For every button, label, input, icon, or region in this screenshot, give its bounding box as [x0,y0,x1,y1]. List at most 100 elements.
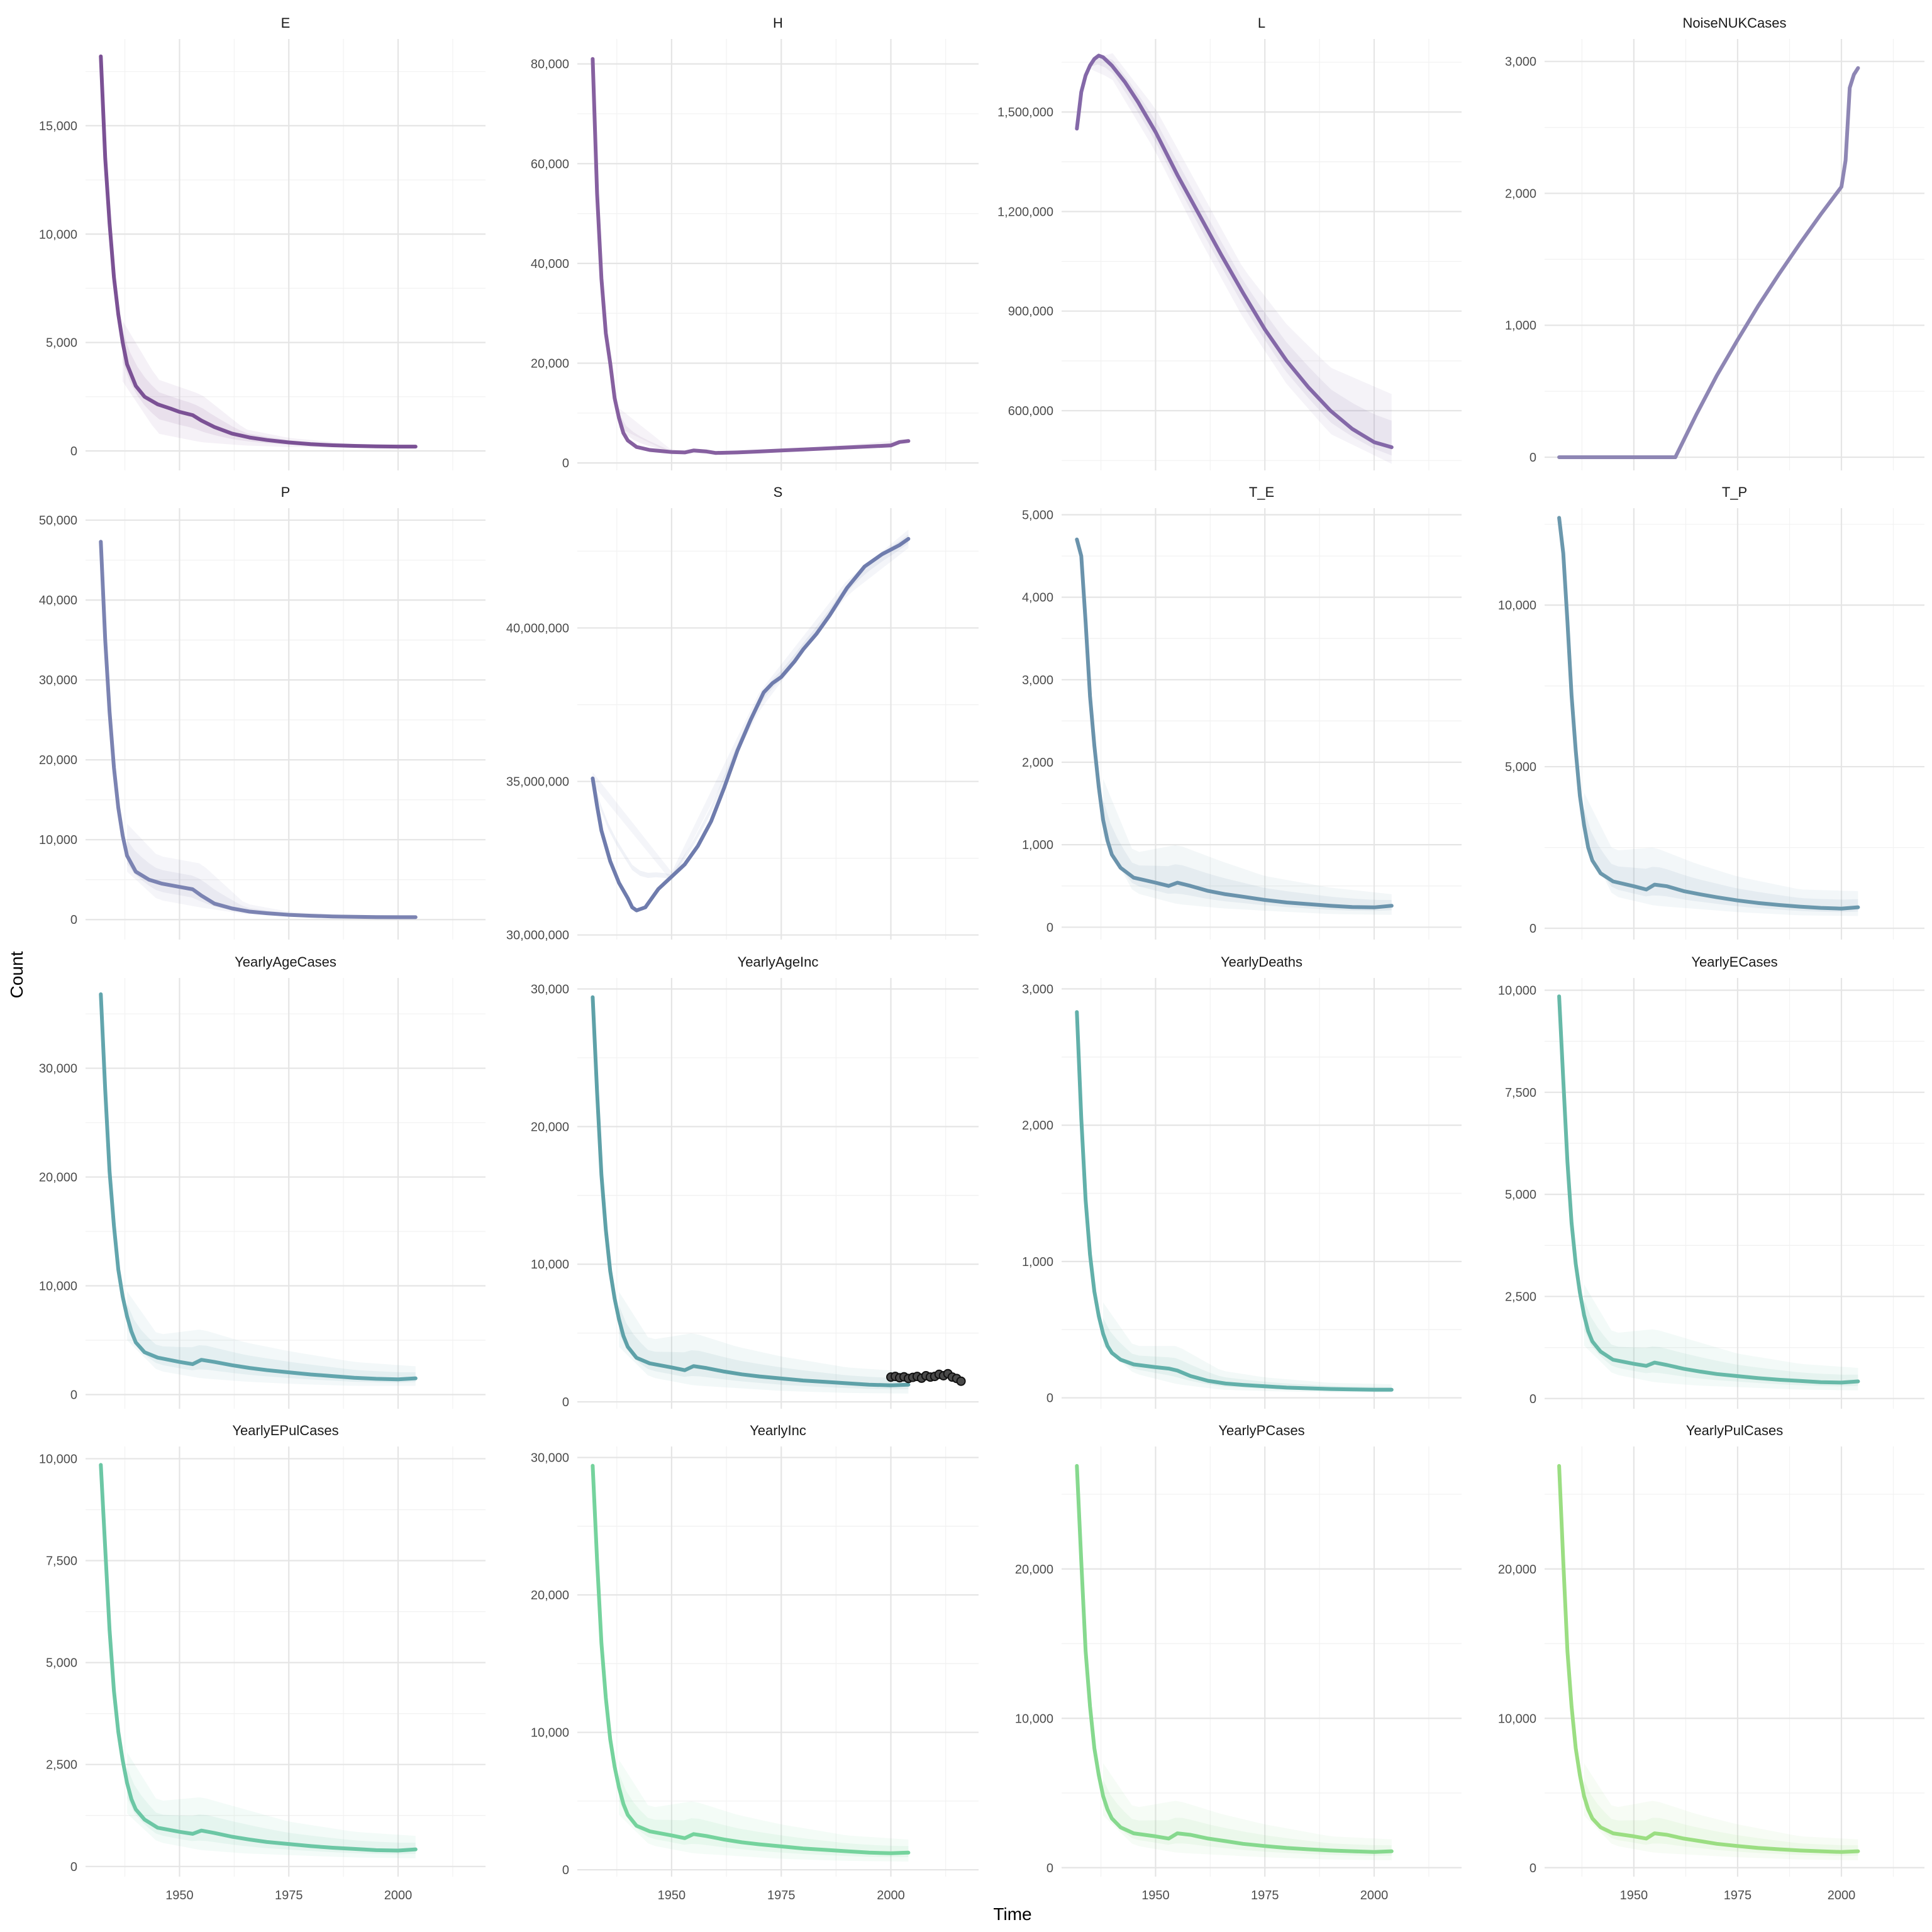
x-tick-label: 1975 [275,1889,303,1902]
uncertainty-band-outer [1103,779,1392,915]
series-line [591,1463,911,1855]
y-tick-label: 80,000 [531,58,569,72]
series-line [591,536,911,913]
series-line [1557,1463,1860,1854]
series-line [1075,1463,1394,1854]
x-tick-label: 2000 [1828,1889,1856,1902]
y-tick-label: 1,000 [1505,319,1536,333]
series-line [99,1463,418,1853]
facet-title: E [281,15,291,31]
y-axis-title: Count [7,951,26,998]
y-tick-label: 5,000 [46,1657,77,1670]
facet-panels: 0 5,000 10,000 15,000 E 0 20,000 40,000 60,000 80… [39,15,1924,1902]
y-tick-label: 30,000 [39,1062,77,1076]
x-tick-label: 2000 [384,1889,413,1902]
y-tick-label: 10,000 [1015,1712,1053,1726]
y-tick-label: 5,000 [1022,508,1053,522]
facet-panel-yearlyinc: 0 10,000 20,000 30,000 1950 1975 2000 YearlyInc [531,1423,979,1902]
facet-panel-h: 0 20,000 40,000 60,000 80,000 H [531,15,979,470]
facet-panel-noisenukcases: 0 1,000 2,000 3,000 NoiseNUKCases [1505,15,1924,470]
facet-panel-e: 0 5,000 10,000 15,000 E [39,15,486,470]
y-tick-label: 10,000 [531,1258,569,1272]
y-tick-label: 10,000 [1498,1712,1536,1726]
y-tick-label: 20,000 [39,753,77,767]
series-line [99,54,418,449]
facet-title: YearlyPCases [1218,1423,1304,1438]
series-line [591,995,911,1387]
x-axis-title: Time [993,1904,1031,1924]
facet-title: NoiseNUKCases [1682,15,1786,31]
x-tick-label: 2000 [877,1889,905,1902]
facet-title: H [773,15,783,31]
uncertainty-band-inner [127,840,416,918]
facet-panel-t-p: 0 5,000 10,000 T_P [1498,484,1924,940]
uncertainty-band-outer [1090,53,1392,464]
uncertainty-band-inner [1584,1779,1858,1857]
y-tick-label: 7,500 [1505,1086,1536,1100]
y-tick-label: 10,000 [39,1452,77,1466]
facet-panel-t-e: 0 1,000 2,000 3,000 4,000 5,000 T_E [1022,484,1462,940]
x-tick-label: 1950 [658,1889,686,1902]
facet-title: YearlyAgeCases [235,954,336,970]
y-tick-label: 0 [70,913,77,927]
uncertainty-band-inner [592,534,909,879]
y-tick-label: 40,000,000 [506,621,569,635]
uncertainty-band-inner [1090,57,1392,456]
y-tick-label: 10,000 [1498,984,1536,997]
y-tick-label: 1,200,000 [997,205,1053,219]
y-tick-label: 0 [1530,1392,1536,1406]
y-tick-label: 3,000 [1505,55,1536,69]
data-point [956,1376,966,1386]
y-tick-label: 0 [70,1389,77,1402]
series-line [591,57,911,455]
series-line [99,992,418,1382]
y-tick-label: 20,000 [39,1171,77,1185]
series-line [1557,66,1860,459]
uncertainty-band-outer [1103,1302,1392,1393]
y-tick-label: 10,000 [1498,599,1536,613]
facet-panel-l: 600,000 900,000 1,200,000 1,500,000 L [997,15,1462,470]
facet-panel-yearlyageinc: 0 10,000 20,000 30,000 YearlyAgeInc [531,954,979,1409]
y-tick-label: 2,500 [1505,1290,1536,1304]
facet-panel-p: 0 10,000 20,000 30,000 40,000 50,000 P [39,484,486,940]
y-tick-label: 1,000 [1022,838,1053,852]
y-tick-label: 1,000 [1022,1255,1053,1269]
y-tick-label: 50,000 [39,514,77,528]
y-tick-label: 10,000 [39,1280,77,1294]
y-tick-label: 5,000 [1505,1188,1536,1202]
x-tick-label: 1975 [1724,1889,1752,1902]
y-tick-label: 0 [70,1860,77,1874]
x-tick-label: 1950 [165,1889,194,1902]
y-tick-label: 30,000 [531,1451,569,1465]
y-tick-label: 0 [562,1863,569,1877]
y-tick-label: 7,500 [46,1555,77,1568]
series-line [99,540,418,919]
y-tick-label: 40,000 [39,594,77,608]
facet-title: T_P [1722,484,1747,500]
y-tick-label: 900,000 [1008,305,1053,319]
facet-panel-yearlyepulcases: 0 2,500 5,000 7,500 10,000 1950 1975 2000 Yearly… [39,1423,486,1902]
uncertainty-band-inner [1103,1318,1392,1392]
y-tick-label: 30,000 [39,674,77,687]
x-tick-label: 2000 [1360,1889,1389,1902]
facet-title: S [774,484,783,500]
y-tick-label: 10,000 [531,1726,569,1740]
facet-title: YearlyAgeInc [738,954,819,970]
y-tick-label: 0 [1046,921,1053,935]
facet-panel-yearlyagecases: 0 10,000 20,000 30,000 YearlyAgeCases [39,954,486,1409]
y-tick-label: 15,000 [39,119,77,133]
series-line [1075,53,1394,450]
y-tick-label: 0 [1046,1862,1053,1875]
facet-title: YearlyDeaths [1221,954,1302,970]
y-tick-label: 0 [1046,1392,1053,1406]
facet-title: YearlyPulCases [1686,1423,1784,1438]
y-tick-label: 0 [1530,922,1536,936]
y-tick-label: 20,000 [531,357,569,370]
y-tick-label: 30,000 [531,983,569,997]
y-tick-label: 20,000 [1498,1563,1536,1577]
y-tick-label: 10,000 [39,228,77,242]
y-tick-label: 3,000 [1022,982,1053,996]
facet-title: YearlyEPulCases [232,1423,338,1438]
y-tick-label: 0 [1530,451,1536,465]
